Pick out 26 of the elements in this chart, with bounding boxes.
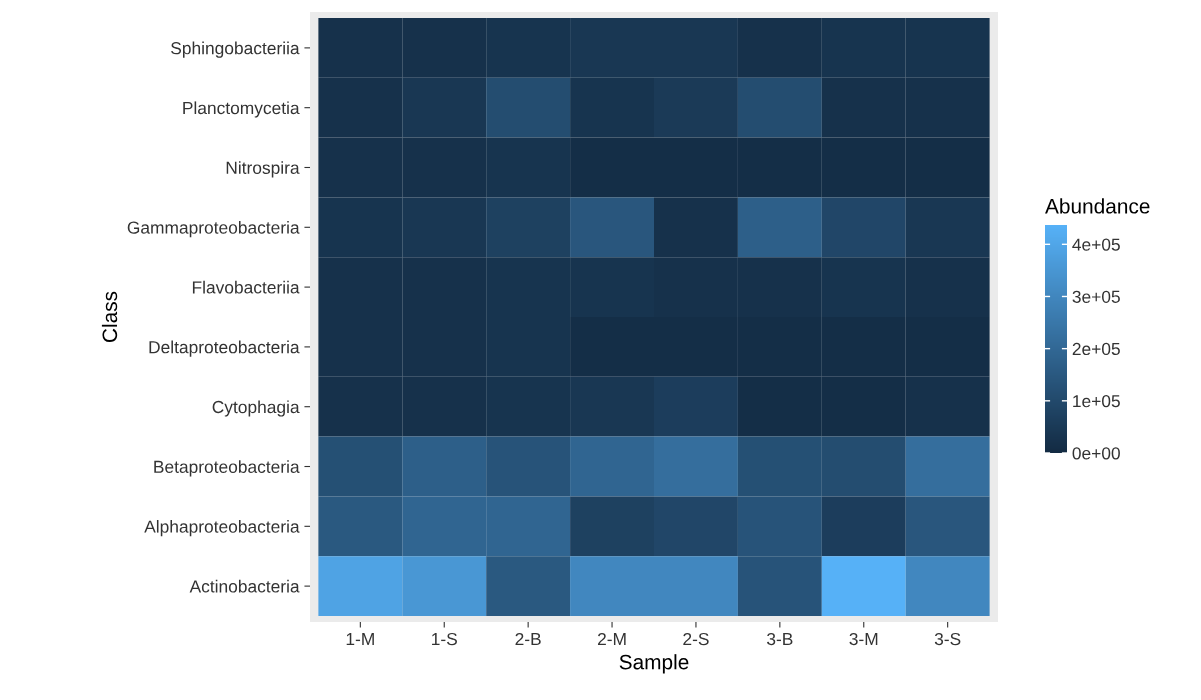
y-tick-label: Actinobacteria <box>189 579 300 593</box>
y-tick-label: Flavobacteriia <box>192 280 300 294</box>
x-tick-label: 1-S <box>432 632 457 646</box>
y-tick-label: Nitrospira <box>226 161 300 178</box>
color-bar-label: 1e+05 <box>1073 394 1120 408</box>
color-bar-label: 2e+05 <box>1072 342 1120 356</box>
x-tick-label: 2-S <box>683 632 709 646</box>
y-tick-label: Gammaproteobacteria <box>127 221 300 238</box>
y-tick-label: Deltaproteobacteria <box>149 340 300 357</box>
x-tick-label: 3-S <box>934 632 961 646</box>
x-tick-label: 1-M <box>346 633 374 645</box>
y-axis-title: Class <box>101 291 118 342</box>
y-tick-label: Cytophagia <box>212 400 300 417</box>
x-tick-label: 3-B <box>767 632 793 646</box>
x-tick-label: 3-M <box>849 632 878 646</box>
color-bar-label: 0e+00 <box>1072 447 1120 460</box>
y-tick-label: Planctomycetia <box>183 101 300 118</box>
color-bar-label: 3e+05 <box>1072 290 1120 303</box>
x-tick-label: 2-M <box>597 632 626 645</box>
color-bar-label: 4e+05 <box>1072 238 1120 251</box>
y-tick-label: Betaproteobacteria <box>154 460 300 477</box>
y-tick-label: Alphaproteobacteria <box>144 520 300 537</box>
x-tick-label: 2-B <box>515 632 541 645</box>
y-tick-label: Sphingobacteriia <box>171 41 300 58</box>
x-axis-title: Sample <box>619 654 689 674</box>
color-bar-title: Abundance <box>1045 198 1150 214</box>
